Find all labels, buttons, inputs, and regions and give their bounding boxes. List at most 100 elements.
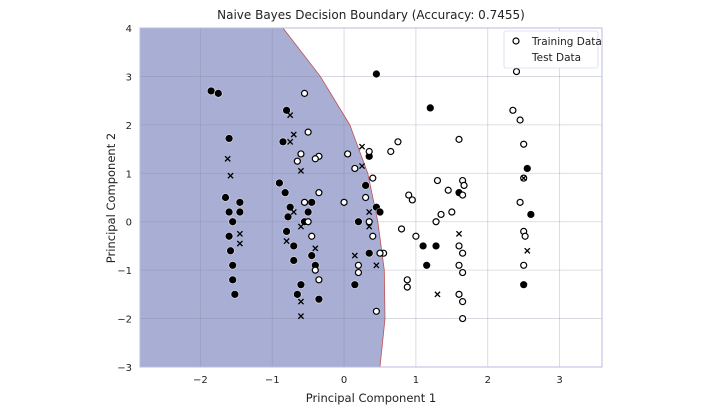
test-point bbox=[290, 131, 297, 138]
training-point-class1 bbox=[437, 210, 445, 219]
y-tick-label: 3 bbox=[126, 72, 132, 83]
legend-test-label: Test Data bbox=[531, 52, 581, 64]
test-point bbox=[236, 230, 243, 237]
y-axis-ticks: −3 −2 −1 0 1 2 3 4 bbox=[117, 24, 132, 374]
test-point bbox=[290, 208, 297, 216]
y-axis-label: Principal Component 2 bbox=[104, 133, 118, 263]
training-point-class1 bbox=[397, 225, 406, 233]
training-point-class1 bbox=[459, 249, 467, 257]
training-point-class0 bbox=[225, 208, 233, 216]
test-point bbox=[366, 208, 373, 216]
training-point-class1 bbox=[512, 67, 521, 76]
test-point bbox=[227, 172, 234, 179]
y-tick-label: 0 bbox=[126, 218, 132, 229]
test-point bbox=[287, 112, 294, 119]
training-point-class0 bbox=[523, 164, 531, 173]
training-point-class0 bbox=[315, 295, 323, 303]
test-point bbox=[455, 230, 463, 237]
training-point-class0 bbox=[432, 242, 440, 250]
training-point-class1 bbox=[376, 249, 384, 257]
training-point-class1 bbox=[460, 181, 468, 189]
training-point-class0 bbox=[297, 281, 305, 289]
training-point-class1 bbox=[455, 290, 463, 298]
training-point-class1 bbox=[315, 276, 323, 284]
training-point-class0 bbox=[365, 249, 373, 257]
training-point-class1 bbox=[387, 147, 395, 156]
training-point-class1 bbox=[300, 198, 309, 206]
training-point-class0 bbox=[236, 198, 244, 206]
training-point-class0 bbox=[231, 290, 239, 298]
training-point-class1 bbox=[433, 176, 442, 185]
y-tick-label: −3 bbox=[117, 363, 132, 374]
training-point-class0 bbox=[282, 106, 291, 114]
training-point-class1 bbox=[354, 268, 363, 277]
training-point-class1 bbox=[521, 232, 529, 240]
training-point-class0 bbox=[229, 276, 237, 284]
training-point-class0 bbox=[351, 281, 359, 289]
chart-title: Naive Bayes Decision Boundary (Accuracy:… bbox=[217, 8, 525, 22]
test-point bbox=[236, 240, 243, 247]
training-point-class1 bbox=[459, 314, 467, 323]
training-point-class1 bbox=[362, 193, 370, 202]
training-point-class0 bbox=[426, 104, 434, 112]
training-point-class0 bbox=[520, 281, 528, 289]
training-point-class1 bbox=[448, 208, 456, 216]
training-point-class1 bbox=[369, 232, 377, 240]
training-point-class1 bbox=[297, 150, 305, 158]
y-tick-label: 2 bbox=[126, 121, 132, 132]
test-point bbox=[351, 252, 358, 259]
decision-region-class0 bbox=[140, 28, 386, 367]
y-tick-label: −1 bbox=[117, 266, 132, 277]
data-points bbox=[206, 67, 536, 323]
training-point-class0 bbox=[279, 138, 287, 146]
training-point-class1 bbox=[408, 196, 416, 204]
legend-box bbox=[503, 30, 599, 69]
x-tick-label: −2 bbox=[193, 375, 208, 386]
training-point-class0 bbox=[282, 227, 291, 235]
training-point-class0 bbox=[290, 242, 298, 250]
training-point-class1 bbox=[365, 147, 373, 156]
training-point-class0 bbox=[225, 232, 233, 240]
training-point-class1 bbox=[412, 232, 420, 240]
legend: Training Data Test Data bbox=[503, 30, 602, 69]
test-point bbox=[297, 298, 305, 305]
plot-area bbox=[139, 27, 603, 368]
training-point-class0 bbox=[281, 189, 289, 197]
training-point-class0 bbox=[226, 247, 235, 255]
training-point-class0 bbox=[221, 193, 230, 202]
training-point-class1 bbox=[459, 191, 467, 199]
x-tick-label: 3 bbox=[556, 375, 562, 386]
training-point-class1 bbox=[459, 298, 467, 306]
training-point-class1 bbox=[293, 157, 301, 165]
training-point-class1 bbox=[315, 189, 323, 197]
training-point-class0 bbox=[308, 198, 316, 206]
training-point-class0 bbox=[225, 134, 233, 143]
training-point-class0 bbox=[419, 242, 427, 250]
training-point-class1 bbox=[516, 116, 524, 124]
decision-boundary-line bbox=[282, 27, 386, 368]
training-point-class0 bbox=[214, 89, 222, 97]
training-point-class0 bbox=[423, 261, 431, 269]
training-point-class1 bbox=[354, 261, 363, 269]
training-point-class0 bbox=[354, 218, 363, 226]
training-point-class1 bbox=[351, 164, 359, 173]
training-point-class1 bbox=[509, 106, 517, 114]
test-point bbox=[524, 247, 531, 254]
training-point-class0 bbox=[207, 87, 215, 95]
training-point-class1 bbox=[365, 218, 373, 226]
training-point-class1 bbox=[455, 242, 463, 250]
x-tick-label: 0 bbox=[341, 375, 347, 386]
training-point-class0 bbox=[229, 218, 237, 226]
training-point-class1 bbox=[444, 186, 452, 194]
y-tick-label: 4 bbox=[126, 24, 132, 35]
training-point-class1 bbox=[304, 128, 312, 136]
training-point-class0 bbox=[376, 208, 384, 216]
legend-training-marker-icon bbox=[512, 37, 520, 45]
training-point-class1 bbox=[520, 140, 528, 148]
x-axis-label: Principal Component 1 bbox=[306, 391, 436, 405]
plot-frame bbox=[139, 27, 603, 368]
training-point-class1 bbox=[403, 283, 411, 291]
training-point-class1 bbox=[369, 174, 377, 182]
training-point-class1 bbox=[308, 232, 316, 240]
